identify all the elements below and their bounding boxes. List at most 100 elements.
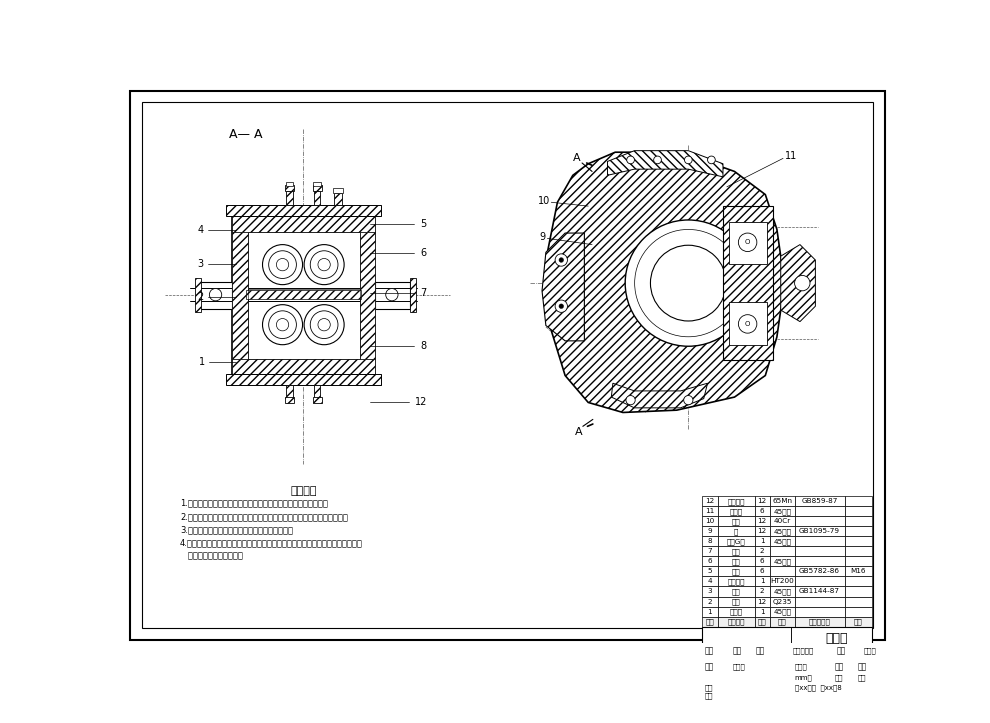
Text: 套筒: 套筒 [732,518,741,525]
Text: 2.零件在装配前用煤油洗干净，轴承用汽油清洗干净，晾干后涂面压油脂。: 2.零件在装配前用煤油洗干净，轴承用汽油清洗干净，晾干后涂面压油脂。 [180,512,348,521]
Text: 8: 8 [708,539,712,544]
Text: GB5782-86: GB5782-86 [799,568,841,575]
Bar [314,192,321,205]
Polygon shape [611,383,708,408]
Bar [702,557,718,566]
Bar [195,278,201,312]
Circle shape [795,275,810,291]
Circle shape [276,319,289,331]
Polygon shape [781,244,816,322]
Bar [314,385,321,398]
Bar [718,566,754,576]
Circle shape [268,311,296,338]
Text: 数量: 数量 [835,675,843,681]
Text: 11: 11 [705,508,715,515]
Text: 11: 11 [784,151,797,161]
Text: 比例: 比例 [857,662,867,671]
Bar [313,185,322,192]
Bar [844,526,871,536]
Bar [702,547,718,557]
Circle shape [684,156,692,164]
Circle shape [310,251,338,278]
Bar [227,374,381,385]
Bar [723,206,773,360]
Text: 紧固螺栓: 紧固螺栓 [728,498,744,505]
Text: 4: 4 [197,225,203,235]
Text: 6: 6 [760,558,764,565]
Bar [729,302,767,345]
Bar [286,182,293,186]
Circle shape [739,315,757,333]
Text: 比例: 比例 [705,646,714,656]
Text: 12: 12 [757,518,767,524]
Bar [770,596,795,607]
Bar [248,231,359,359]
Circle shape [262,244,303,285]
Text: 10: 10 [705,518,715,524]
Bar [770,617,795,627]
Bar [844,566,871,576]
Bar [718,547,754,557]
Bar [702,566,718,576]
Bar [702,497,718,506]
Bar [233,231,248,359]
Bar [702,526,718,536]
Text: 输出轴: 输出轴 [730,608,742,615]
Text: 端盖G组: 端盖G组 [727,538,745,544]
Circle shape [626,395,636,405]
Circle shape [650,245,727,321]
Text: 比例: 比例 [857,675,866,681]
Bar [233,216,375,374]
Text: 序号: 序号 [706,618,714,625]
Text: Q235: Q235 [772,599,792,604]
Bar [795,566,844,576]
Bar [795,497,844,506]
Text: 不允许使用其它堵无料。: 不允许使用其它堵无料。 [180,551,243,560]
Bar [770,607,795,617]
Text: 9: 9 [540,232,545,242]
Text: 45号钢: 45号钢 [773,508,791,515]
Text: 45号钢: 45号钢 [773,558,791,565]
Bar [770,547,795,557]
Bar [754,576,770,586]
Text: 4: 4 [708,578,712,584]
Bar [770,497,795,506]
Circle shape [626,220,751,346]
Bar [844,596,871,607]
Text: 标准: 标准 [705,685,713,691]
Text: 1: 1 [760,578,764,584]
Text: 隔套: 隔套 [732,548,741,555]
Bar [702,586,718,596]
Text: 标准化: 标准化 [795,663,807,670]
Bar [702,607,718,617]
Text: 审核: 审核 [705,662,714,671]
Bar [770,536,795,547]
Text: 备注: 备注 [853,618,862,625]
Text: 3: 3 [197,259,203,269]
Bar [718,576,754,586]
Text: 键: 键 [734,528,739,535]
Bar [770,506,795,516]
Text: 数量: 数量 [835,662,843,671]
Bar [770,526,795,536]
Circle shape [555,254,567,266]
Circle shape [210,288,222,301]
Bar [359,231,375,359]
Text: 1: 1 [760,539,764,544]
Text: 描图文件号: 描图文件号 [793,648,815,654]
Circle shape [653,156,661,164]
Bar [754,557,770,566]
Text: 2: 2 [708,599,712,604]
Text: 45号钢: 45号钢 [773,528,791,535]
Bar [702,506,718,516]
Text: 2: 2 [760,589,764,594]
Bar [718,536,754,547]
Text: 1: 1 [708,609,712,615]
Bar [795,536,844,547]
Circle shape [268,251,296,278]
Text: GB1095-79: GB1095-79 [799,529,841,534]
Text: 3: 3 [708,589,712,594]
Text: 锥齿: 锥齿 [732,558,741,565]
Bar [754,596,770,607]
Bar [795,576,844,586]
